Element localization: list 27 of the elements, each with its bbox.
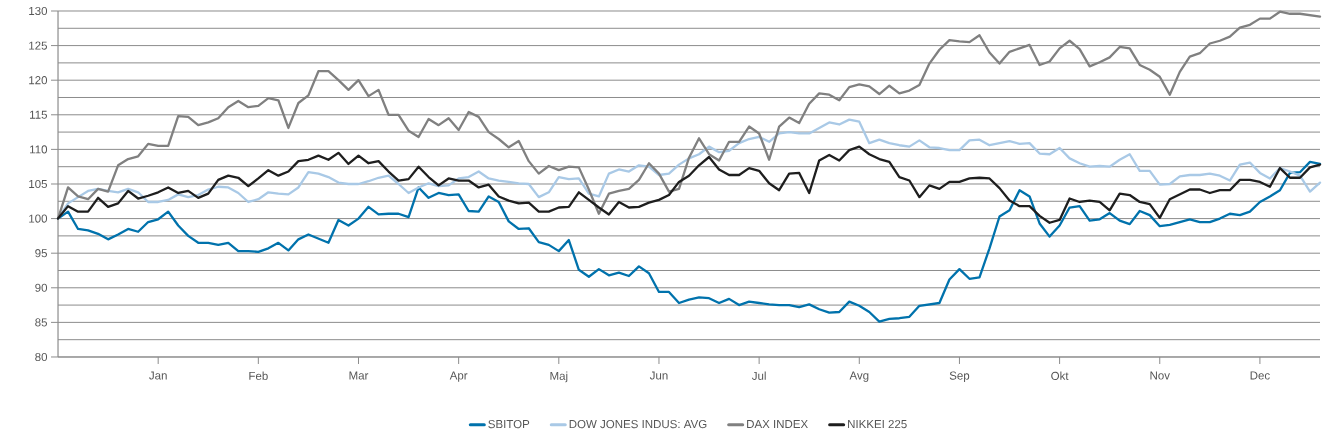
x-tick-label: Jan — [149, 371, 167, 380]
y-tick-label: 100 — [29, 214, 48, 223]
x-tick-label: Jun — [649, 371, 668, 380]
x-tick-label: Mar — [349, 371, 369, 380]
y-tick-label: 85 — [35, 318, 48, 327]
legend-label: NIKKEI 225 — [848, 419, 907, 429]
x-tick-label: Jul — [751, 371, 766, 380]
y-tick-label: 95 — [35, 249, 48, 258]
y-tick-label: 120 — [29, 76, 48, 85]
x-tick-label: Sep — [949, 371, 970, 382]
y-tick-label: 80 — [35, 352, 48, 362]
y-tick-label: 130 — [29, 6, 48, 16]
x-tick-label: Avg — [849, 371, 869, 382]
legend-label: SBITOP — [488, 419, 530, 429]
y-tick-label: 115 — [30, 110, 48, 119]
y-tick-label: 125 — [29, 41, 47, 50]
x-tick-label: Okt — [1051, 371, 1069, 380]
y-tick-label: 105 — [29, 179, 47, 189]
x-tick-label: Apr — [449, 371, 468, 382]
x-tick-label: Nov — [1150, 371, 1170, 380]
x-tick-label: Dec — [1250, 371, 1270, 380]
x-tick-label: Maj — [550, 371, 568, 383]
legend-label: DAX INDEX — [747, 420, 808, 428]
legend-label: DOW JONES INDUS: AVG — [569, 419, 707, 429]
y-tick-label: 110 — [30, 145, 48, 154]
y-tick-label: 90 — [35, 283, 48, 292]
x-tick-label: Feb — [249, 371, 268, 380]
